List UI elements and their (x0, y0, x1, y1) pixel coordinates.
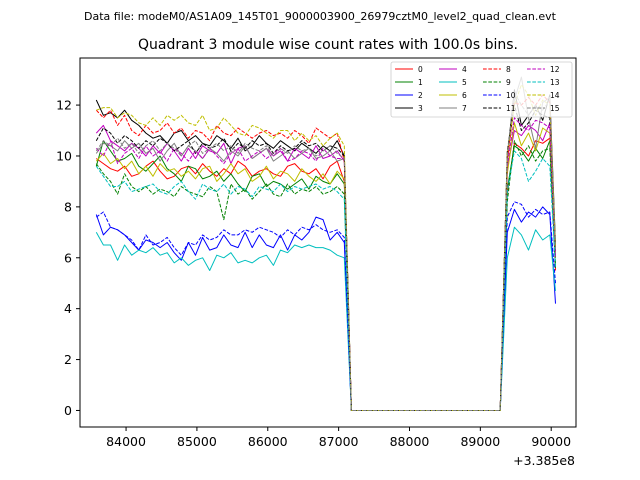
legend-label-12: 12 (550, 65, 560, 74)
series-line-8 (95, 94, 556, 411)
y-tick-label: 12 (56, 98, 72, 113)
x-tick-label: 86000 (248, 434, 288, 449)
legend-label-10: 10 (506, 91, 516, 100)
x-axis: 84000 85000 86000 87000 88000 89000 90000 (106, 427, 571, 449)
y-tick-label: 2 (64, 352, 72, 367)
legend-label-9: 9 (506, 78, 511, 87)
plot-lines (95, 76, 556, 411)
legend-label-15: 15 (550, 104, 560, 113)
y-tick-label: 8 (64, 199, 72, 214)
x-offset-label: +3.385e8 (513, 453, 575, 468)
x-tick-label: 88000 (390, 434, 430, 449)
legend-label-7: 7 (462, 104, 467, 113)
series-line-9 (95, 140, 556, 411)
x-tick-label: 90000 (531, 434, 571, 449)
x-tick-label: 85000 (177, 434, 217, 449)
legend-label-8: 8 (506, 65, 511, 74)
chart-title: Quadrant 3 module wise count rates with … (138, 37, 518, 53)
y-tick-label: 10 (56, 148, 72, 163)
x-tick-label: 89000 (460, 434, 500, 449)
legend-label-6: 6 (462, 91, 467, 100)
legend-label-0: 0 (418, 65, 423, 74)
chart-suptitle: Data file: modeM0/AS1A09_145T01_90000039… (84, 10, 557, 23)
legend-label-13: 13 (550, 78, 560, 87)
axes-frame (79, 57, 577, 428)
y-tick-label: 0 (64, 403, 72, 418)
legend-label-11: 11 (506, 104, 516, 113)
y-tick-label: 6 (64, 250, 72, 265)
legend-label-14: 14 (550, 91, 560, 100)
y-tick-label: 4 (64, 301, 72, 316)
legend-label-4: 4 (462, 65, 467, 74)
x-tick-label: 87000 (319, 434, 359, 449)
x-tick-label: 84000 (106, 434, 146, 449)
legend-label-5: 5 (462, 78, 467, 87)
y-axis: 0 2 4 6 8 10 12 (56, 98, 80, 418)
legend-box (390, 61, 573, 118)
legend-label-1: 1 (418, 78, 423, 87)
series-line-15 (95, 91, 556, 411)
legend-label-2: 2 (418, 91, 423, 100)
legend-label-3: 3 (418, 104, 423, 113)
